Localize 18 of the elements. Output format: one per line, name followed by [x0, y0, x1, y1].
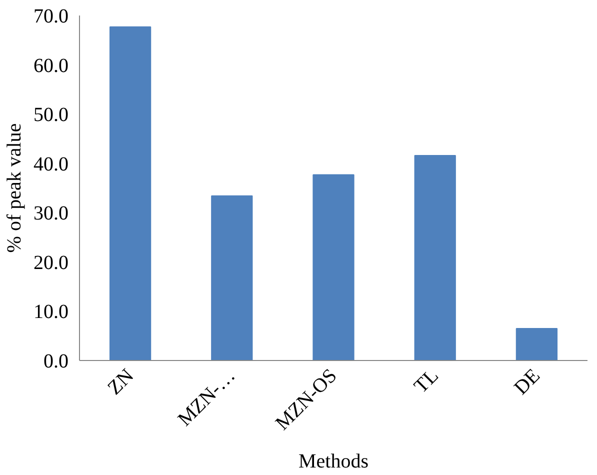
y-tick-label: 60.0 [34, 54, 68, 77]
x-tick-label: DE [510, 364, 544, 400]
bar [312, 174, 354, 360]
y-tick-label: 70.0 [34, 6, 68, 28]
y-tick-label: 10.0 [34, 301, 68, 324]
bar [109, 26, 152, 360]
y-axis-title: % of peak value [4, 123, 26, 253]
x-tick-label: ZN [104, 364, 138, 400]
x-tick-label: TL [410, 364, 443, 398]
y-tick-label: 20.0 [34, 252, 68, 274]
y-tick-label: 30.0 [34, 202, 68, 225]
bar [516, 328, 558, 360]
bar [414, 154, 456, 360]
bar [211, 195, 253, 360]
y-tick-label: 40.0 [34, 153, 68, 176]
y-tick-label: 50.0 [34, 104, 68, 126]
y-tick-label: 0.0 [44, 350, 68, 372]
x-axis-title: Methods [298, 450, 369, 472]
